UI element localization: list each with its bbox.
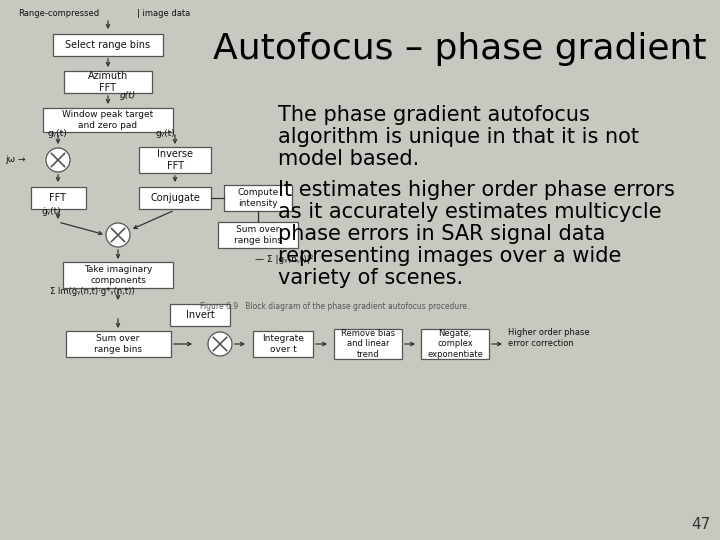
Text: representing images over a wide: representing images over a wide xyxy=(278,246,621,266)
Text: phase errors in SAR signal data: phase errors in SAR signal data xyxy=(278,224,606,244)
Text: FFT: FFT xyxy=(50,193,66,203)
Text: Conjugate: Conjugate xyxy=(150,193,200,203)
FancyBboxPatch shape xyxy=(224,185,292,211)
FancyBboxPatch shape xyxy=(139,147,211,173)
FancyBboxPatch shape xyxy=(334,329,402,359)
Text: Remove bias
and linear
trend: Remove bias and linear trend xyxy=(341,329,395,359)
Text: gᵧ(t): gᵧ(t) xyxy=(155,129,175,138)
Text: Autofocus – phase gradient: Autofocus – phase gradient xyxy=(213,32,707,66)
Text: The phase gradient autofocus: The phase gradient autofocus xyxy=(278,105,590,125)
FancyBboxPatch shape xyxy=(53,34,163,56)
Text: jω →: jω → xyxy=(5,156,25,165)
Text: Compute
intensity: Compute intensity xyxy=(238,188,279,208)
FancyBboxPatch shape xyxy=(63,262,173,288)
Text: Negate;
complex
exponentiate: Negate; complex exponentiate xyxy=(427,329,483,359)
Text: Integrate
over t: Integrate over t xyxy=(262,334,304,354)
FancyBboxPatch shape xyxy=(170,304,230,326)
Text: Select range bins: Select range bins xyxy=(66,40,150,50)
Text: It estimates higher order phase errors: It estimates higher order phase errors xyxy=(278,180,675,200)
Text: Range-compressed: Range-compressed xyxy=(18,9,99,17)
Text: Figure 6.9   Block diagram of the phase gradient autofocus procedure.: Figure 6.9 Block diagram of the phase gr… xyxy=(200,302,469,311)
FancyBboxPatch shape xyxy=(64,71,152,93)
FancyBboxPatch shape xyxy=(218,222,298,248)
Text: — Σ |gᵧ(n,t)|²: — Σ |gᵧ(n,t)|² xyxy=(255,255,313,265)
Text: Invert: Invert xyxy=(186,310,215,320)
Text: Take imaginary
components: Take imaginary components xyxy=(84,265,152,285)
Text: gᵧ(t): gᵧ(t) xyxy=(48,129,68,138)
Text: ġᵧ(t): ġᵧ(t) xyxy=(42,207,62,217)
FancyBboxPatch shape xyxy=(139,187,211,209)
Text: Σ Im(ġᵧ(n,t)·g*ᵧ(n,t)): Σ Im(ġᵧ(n,t)·g*ᵧ(n,t)) xyxy=(50,287,135,296)
Text: variety of scenes.: variety of scenes. xyxy=(278,268,463,288)
Text: Higher order phase
error correction: Higher order phase error correction xyxy=(508,328,590,348)
Text: as it accurately estimates multicycle: as it accurately estimates multicycle xyxy=(278,202,662,222)
Text: algorithm is unique in that it is not: algorithm is unique in that it is not xyxy=(278,127,639,147)
Text: Azimuth
FFT: Azimuth FFT xyxy=(88,71,128,93)
Text: Window peak target
and zero pad: Window peak target and zero pad xyxy=(63,110,153,130)
Text: Inverse
FFT: Inverse FFT xyxy=(157,149,193,171)
Text: g(t): g(t) xyxy=(120,91,136,99)
Circle shape xyxy=(46,148,70,172)
Text: Sum over
range bins: Sum over range bins xyxy=(94,334,142,354)
Text: | image data: | image data xyxy=(137,9,190,17)
Text: model based.: model based. xyxy=(278,149,419,169)
FancyBboxPatch shape xyxy=(43,108,173,132)
FancyBboxPatch shape xyxy=(253,331,313,357)
Circle shape xyxy=(208,332,232,356)
Text: 47: 47 xyxy=(690,517,710,532)
FancyBboxPatch shape xyxy=(30,187,86,209)
FancyBboxPatch shape xyxy=(421,329,489,359)
Circle shape xyxy=(106,223,130,247)
FancyBboxPatch shape xyxy=(66,331,171,357)
Text: Sum over
range bins: Sum over range bins xyxy=(234,225,282,245)
